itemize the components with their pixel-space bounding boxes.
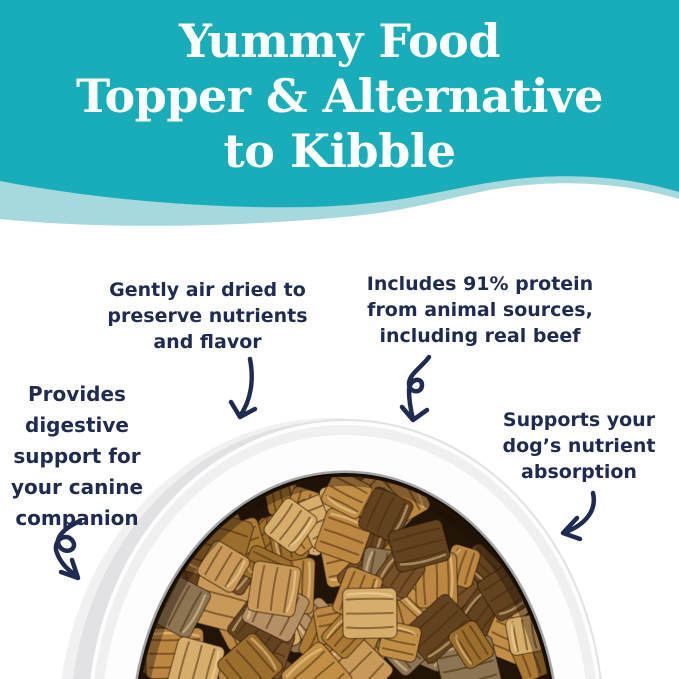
bowl-rim-shading: [94, 425, 596, 679]
curved-arrow-absorption-icon: [560, 490, 597, 542]
rim-contact-shadow: [137, 477, 553, 679]
callout-nutrient-absorption: Supports your dog’s nutrient absorption: [502, 409, 656, 483]
curved-arrow-air-dried-icon: [228, 356, 258, 420]
food-chunks: [137, 477, 553, 679]
curled-arrow-digestive-icon: [53, 518, 83, 581]
header-banner: [0, 0, 679, 226]
callout-air-dried: Gently air dried to preserve nutrients a…: [107, 279, 308, 353]
loop-arrow-protein-icon: [399, 354, 432, 423]
page-title: Yummy Food Topper & Alternative to Kibbl…: [76, 14, 603, 178]
banner-shape: [0, 0, 679, 208]
callout-protein: Includes 91% protein from animal sources…: [366, 273, 594, 347]
callout-digestive-support: Provides digestive support for your cani…: [10, 382, 144, 530]
